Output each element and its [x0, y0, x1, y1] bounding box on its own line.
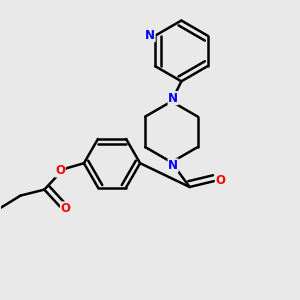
- Text: O: O: [55, 164, 65, 177]
- Text: O: O: [61, 202, 70, 215]
- Text: O: O: [215, 174, 225, 187]
- Text: N: N: [168, 159, 178, 172]
- Text: N: N: [168, 92, 178, 105]
- Text: N: N: [145, 28, 155, 42]
